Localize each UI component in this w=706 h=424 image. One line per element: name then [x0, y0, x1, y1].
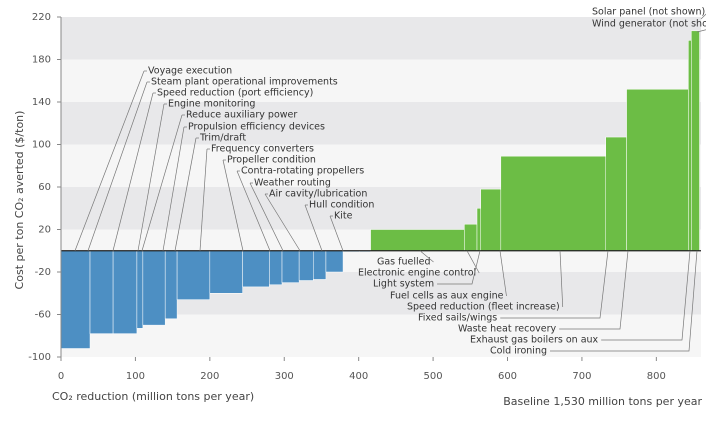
- bar: [112, 250, 138, 334]
- leader-line: [466, 250, 480, 274]
- measure-label: Engine monitoring: [168, 99, 255, 110]
- x-tick-label: 200: [200, 371, 219, 382]
- bar: [136, 250, 144, 329]
- y-tick-label: -60: [35, 310, 51, 321]
- measure-label: Fixed sails/wings: [418, 313, 497, 324]
- measure-label: Hull condition: [309, 200, 374, 211]
- x-tick-label: 600: [498, 371, 517, 382]
- y-axis-title: Cost per ton CO₂ averted ($/ton): [13, 111, 26, 290]
- band: [61, 17, 701, 60]
- bar: [209, 250, 243, 294]
- y-tick-label: 220: [32, 12, 51, 23]
- leader-line: [437, 250, 481, 285]
- leader-line: [162, 126, 185, 251]
- leader-line: [601, 250, 691, 341]
- bar: [313, 250, 327, 280]
- measure-label: Light system: [373, 279, 434, 290]
- x-tick-label: 800: [647, 371, 666, 382]
- x-axis-title: CO₂ reduction (million tons per year): [52, 390, 254, 403]
- y-tick-label: -100: [28, 352, 51, 363]
- y-tick-label: 180: [32, 55, 51, 66]
- bar: [605, 136, 627, 251]
- x-tick-label: 0: [58, 371, 64, 382]
- x-tick-label: 100: [126, 371, 145, 382]
- leader-line: [74, 70, 145, 251]
- leader-line: [329, 215, 344, 251]
- measure-label: Gas fuelled: [377, 257, 431, 268]
- leader-line: [112, 92, 154, 251]
- bar: [89, 250, 114, 334]
- baseline-note: Baseline 1,530 million tons per year: [503, 395, 702, 408]
- measure-label: Contra-rotating propellers: [241, 166, 364, 177]
- leader-line: [236, 170, 271, 251]
- leader-line: [499, 250, 507, 297]
- bar: [476, 208, 481, 251]
- y-tick-label: -20: [35, 267, 51, 278]
- measure-label: Cold ironing: [490, 346, 547, 357]
- leader-line: [87, 81, 148, 251]
- leader-line: [559, 250, 629, 330]
- measure-label: Air cavity/lubrication: [269, 189, 367, 200]
- bar: [281, 250, 300, 283]
- bar: [370, 229, 465, 251]
- measure-label: Fuel cells as aux engine: [390, 291, 504, 302]
- bar: [242, 250, 270, 288]
- leader-line: [137, 103, 165, 251]
- bar: [164, 250, 178, 319]
- bar: [626, 89, 689, 251]
- measure-label: Propeller condition: [227, 155, 316, 166]
- bar: [176, 250, 211, 300]
- measure-label: Wind generator (not shown): [592, 19, 706, 30]
- measure-label: Speed reduction (fleet increase): [407, 302, 560, 313]
- x-tick-label: 300: [275, 371, 294, 382]
- leader-line: [222, 159, 244, 251]
- x-tick-label: 500: [424, 371, 443, 382]
- y-tick-label: 60: [38, 182, 51, 193]
- measure-label: Frequency converters: [211, 144, 314, 155]
- leader-line: [559, 250, 564, 308]
- measure-label: Propulsion efficiency devices: [188, 122, 325, 133]
- leader-line: [304, 204, 323, 251]
- bar: [325, 250, 344, 273]
- x-tick-label: 700: [572, 371, 591, 382]
- measure-label: Solar panel (not shown): [592, 7, 705, 18]
- leader-line: [174, 137, 197, 251]
- bar: [688, 40, 692, 251]
- band: [61, 102, 701, 145]
- x-tick-label: 400: [349, 371, 368, 382]
- bar: [500, 155, 606, 251]
- measure-label: Speed reduction (port efficiency): [157, 88, 313, 99]
- leader-line: [500, 250, 609, 319]
- bar: [60, 250, 91, 349]
- bar: [142, 250, 166, 326]
- leader-line: [550, 250, 698, 352]
- measure-label: Exhaust gas boilers on aux: [470, 335, 599, 346]
- leader-line: [264, 193, 301, 251]
- band: [61, 59, 701, 102]
- leader-line: [141, 114, 183, 251]
- y-tick-label: 140: [32, 97, 51, 108]
- y-tick-label: 100: [32, 140, 51, 151]
- bar: [691, 30, 700, 251]
- leader-line: [419, 250, 434, 263]
- band: [61, 314, 701, 357]
- measure-label: Reduce auxiliary power: [186, 110, 297, 121]
- measure-label: Waste heat recovery: [458, 324, 557, 335]
- measure-label: Voyage execution: [148, 66, 232, 77]
- measure-label: Electronic engine control: [358, 268, 476, 279]
- leader-line: [249, 182, 284, 251]
- bar: [298, 250, 314, 281]
- y-tick-label: 20: [38, 225, 51, 236]
- measure-label: Weather routing: [254, 178, 331, 189]
- measure-label: Trim/draft: [199, 133, 246, 144]
- leader-line: [199, 148, 208, 251]
- leader-line: [700, 13, 706, 20]
- leader-line: [696, 29, 706, 33]
- measure-label: Steam plant operational improvements: [151, 77, 338, 88]
- bar: [480, 188, 502, 251]
- bar: [269, 250, 283, 285]
- measure-label: Kite: [334, 211, 353, 222]
- bar: [464, 223, 478, 251]
